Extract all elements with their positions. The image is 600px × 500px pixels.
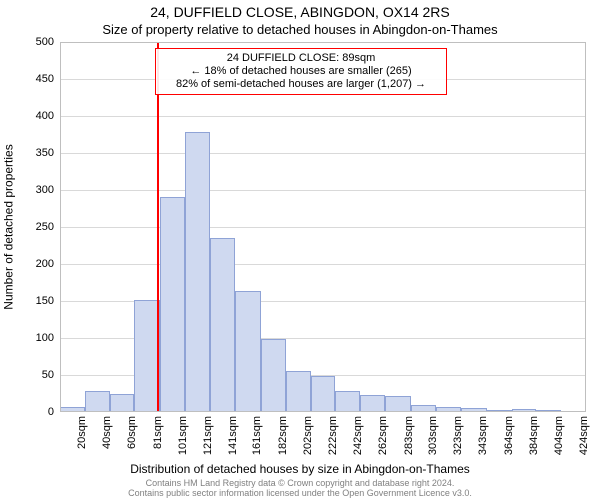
annotation-box: 24 DUFFIELD CLOSE: 89sqm← 18% of detache…	[155, 48, 447, 95]
x-tick-label: 40sqm	[101, 416, 113, 476]
x-tick-label: 364sqm	[503, 416, 515, 476]
y-tick-label: 100	[0, 332, 54, 344]
bar	[385, 396, 411, 412]
x-tick-label: 283sqm	[403, 416, 415, 476]
x-tick-label: 343sqm	[477, 416, 489, 476]
x-tick-label: 222sqm	[327, 416, 339, 476]
bar	[235, 291, 261, 412]
y-tick-label: 450	[0, 73, 54, 85]
bar	[411, 405, 436, 412]
bar	[536, 410, 561, 412]
y-tick-label: 150	[0, 295, 54, 307]
footer-line-2: Contains public sector information licen…	[0, 488, 600, 498]
y-tick-label: 0	[0, 406, 54, 418]
bar	[60, 407, 85, 412]
annotation-line: 82% of semi-detached houses are larger (…	[162, 78, 440, 91]
x-tick-label: 161sqm	[251, 416, 263, 476]
x-tick-label: 424sqm	[578, 416, 590, 476]
x-tick-label: 60sqm	[126, 416, 138, 476]
chart-root: 24, DUFFIELD CLOSE, ABINGDON, OX14 2RS S…	[0, 0, 600, 500]
gridline	[60, 264, 586, 265]
y-tick-label: 400	[0, 110, 54, 122]
x-tick-label: 323sqm	[452, 416, 464, 476]
bar	[160, 197, 185, 412]
reference-line	[157, 42, 159, 412]
gridline	[60, 153, 586, 154]
y-tick-label: 250	[0, 221, 54, 233]
x-tick-label: 101sqm	[177, 416, 189, 476]
bar	[185, 132, 210, 412]
annotation-line: 24 DUFFIELD CLOSE: 89sqm	[162, 52, 440, 65]
bar	[286, 371, 311, 412]
x-tick-label: 384sqm	[528, 416, 540, 476]
x-tick-label: 262sqm	[377, 416, 389, 476]
plot-area: 24 DUFFIELD CLOSE: 89sqm← 18% of detache…	[60, 42, 586, 412]
bar	[461, 408, 487, 412]
x-tick-label: 303sqm	[427, 416, 439, 476]
page-title: 24, DUFFIELD CLOSE, ABINGDON, OX14 2RS	[0, 4, 600, 20]
bar	[436, 407, 461, 412]
footer: Contains HM Land Registry data © Crown c…	[0, 478, 600, 498]
footer-line-1: Contains HM Land Registry data © Crown c…	[0, 478, 600, 488]
x-tick-label: 242sqm	[352, 416, 364, 476]
x-tick-label: 81sqm	[152, 416, 164, 476]
y-tick-label: 200	[0, 258, 54, 270]
page-subtitle: Size of property relative to detached ho…	[0, 22, 600, 37]
x-tick-label: 202sqm	[302, 416, 314, 476]
x-tick-label: 182sqm	[277, 416, 289, 476]
bar	[561, 411, 586, 412]
annotation-line: ← 18% of detached houses are smaller (26…	[162, 65, 440, 78]
bar	[360, 395, 385, 412]
bar	[512, 409, 537, 412]
bar	[311, 376, 336, 412]
x-tick-label: 121sqm	[202, 416, 214, 476]
x-tick-label: 404sqm	[553, 416, 565, 476]
bar	[210, 238, 235, 412]
gridline	[60, 190, 586, 191]
y-tick-label: 300	[0, 184, 54, 196]
bar	[487, 410, 512, 412]
x-tick-label: 20sqm	[76, 416, 88, 476]
gridline	[60, 116, 586, 117]
y-tick-label: 50	[0, 369, 54, 381]
y-tick-label: 350	[0, 147, 54, 159]
gridline	[60, 227, 586, 228]
bar	[335, 391, 360, 412]
bar	[261, 339, 286, 412]
bar	[110, 394, 135, 413]
x-tick-label: 141sqm	[227, 416, 239, 476]
bar	[85, 391, 110, 412]
y-tick-label: 500	[0, 36, 54, 48]
